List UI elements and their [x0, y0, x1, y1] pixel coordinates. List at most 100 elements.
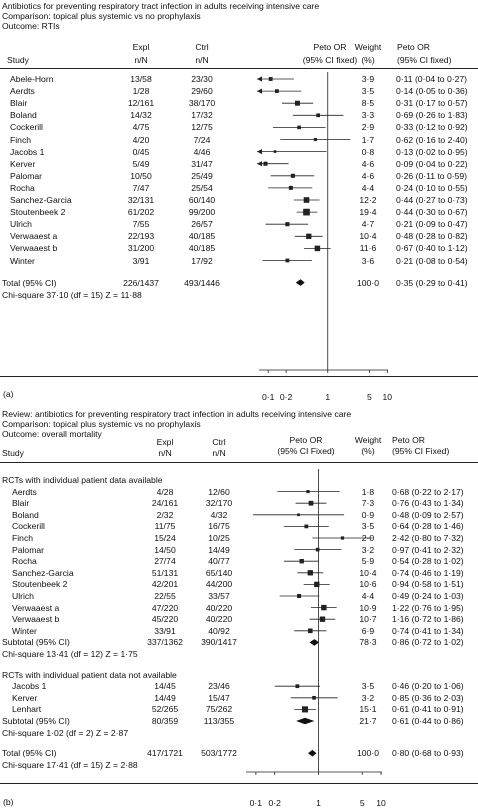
or-ci-text: 0·35 (0·29 to 0·41) — [396, 277, 468, 288]
subgroup-heading: RCTs with individual patient data availa… — [2, 475, 163, 485]
ctrl-count: 33/57 — [208, 591, 230, 601]
x-tick-label: 0·1 — [261, 392, 275, 402]
point-estimate-square — [295, 684, 300, 689]
weight-value: 100·0 — [357, 748, 379, 759]
x-tick-label: 10 — [376, 798, 386, 808]
study-name: Palomar — [10, 170, 42, 181]
column-header-weight: Weight — [354, 42, 382, 52]
weight-value: 0·9 — [361, 509, 375, 520]
ctrl-count: 40/185 — [188, 243, 216, 254]
expl-count: 27/74 — [154, 556, 176, 567]
or-ci-text: 0·74 (0·46 to 1·19) — [392, 567, 464, 578]
study-name: Blair — [12, 498, 30, 509]
weight-value: 4·6 — [361, 170, 375, 181]
or-ci-text: 1·16 (0·72 to 1·86) — [392, 614, 464, 625]
ctrl-count: 10/25 — [208, 533, 230, 543]
column-header-plot: Peto OR — [289, 435, 323, 445]
study-name: Verwaaest a — [10, 231, 58, 242]
column-header-study: Study — [7, 55, 29, 65]
pooled-estimate-diamond — [307, 749, 317, 757]
point-estimate-square — [319, 616, 326, 622]
point-estimate-square — [315, 547, 320, 552]
ctrl-count: 7/24 — [193, 134, 211, 145]
expl-count: 80/359 — [151, 716, 179, 726]
ci-truncation-arrow — [257, 161, 262, 167]
weight-value: 1·8 — [361, 486, 375, 497]
study-name: Kerver — [10, 158, 36, 169]
point-estimate-square — [285, 222, 290, 227]
or-ci-text: 1·22 (0·76 to 1·95) — [392, 602, 464, 613]
or-ci-text: 0·85 (0·36 to 2·03) — [392, 692, 464, 703]
ctrl-count: 12/75 — [191, 122, 213, 133]
study-name: Stoutenbeek 2 — [10, 207, 66, 218]
weight-value: 78·3 — [359, 637, 377, 648]
point-estimate-square — [275, 89, 279, 93]
ctrl-count: 23/46 — [208, 681, 230, 692]
comparison-label: Comparison: topical plus systemic vs no … — [2, 11, 201, 21]
ctrl-count: 25/49 — [191, 170, 213, 181]
review-title: Antibiotics for preventing respiratory t… — [2, 1, 320, 11]
footer-rule — [0, 783, 478, 784]
point-estimate-square — [308, 500, 314, 506]
or-ci-text: 0·13 (0·02 to 0·95) — [396, 146, 468, 157]
expl-count: 42/201 — [151, 579, 179, 590]
ctrl-count: 29/60 — [191, 86, 213, 97]
point-estimate-square — [273, 150, 277, 153]
weight-value: 2·9 — [361, 122, 375, 133]
subgroup-heading: RCTs with individual patient data not av… — [2, 669, 177, 680]
point-estimate-square — [306, 490, 310, 494]
column-header-weight-unit: (%) — [361, 446, 375, 456]
expl-count: 14/32 — [130, 110, 152, 121]
point-estimate-square — [306, 233, 312, 239]
expl-count: 31/200 — [127, 243, 155, 254]
ctrl-count: 17/92 — [191, 255, 213, 266]
weight-value: 6·9 — [361, 625, 375, 636]
expl-count: 61/202 — [127, 207, 155, 218]
or-ci-text: 0·86 (0·72 to 1·02) — [392, 637, 464, 648]
ctrl-count: 60/140 — [188, 195, 216, 205]
column-header-or-ci: (95% CI fixed) — [397, 55, 452, 65]
ctrl-count: 26/57 — [191, 219, 213, 230]
or-ci-text: 0·48 (0·09 to 2·57) — [392, 509, 464, 520]
ctrl-count: 75/262 — [205, 704, 233, 715]
ctrl-count: 390/1417 — [201, 637, 237, 648]
expl-count: 15/24 — [154, 533, 176, 543]
point-estimate-square — [304, 524, 309, 529]
or-ci-text: 0·69 (0·26 to 1·83) — [396, 110, 468, 121]
weight-value: 3·5 — [361, 521, 375, 532]
weight-value: 12·2 — [359, 195, 377, 205]
point-estimate-square — [268, 77, 273, 81]
expl-count: 14/50 — [154, 544, 176, 555]
ctrl-count: 4/46 — [193, 146, 211, 157]
ctrl-count: 65/140 — [205, 567, 233, 578]
ctrl-count: 113/355 — [203, 716, 235, 726]
study-name: Rocha — [10, 182, 35, 193]
x-tick-label: 1 — [325, 392, 331, 402]
x-tick-label: 0·2 — [268, 798, 281, 808]
column-header-plot-ci: (95% CI Fixed) — [277, 446, 335, 456]
subtotal-label: Subtotal (95% CI) — [2, 716, 70, 726]
or-ci-text: 0·48 (0·28 to 0·82) — [396, 231, 468, 242]
or-ci-text: 0·21 (0·08 to 0·54) — [396, 255, 468, 266]
point-estimate-square — [294, 100, 300, 106]
point-estimate-square — [340, 536, 345, 540]
total-label: Total (95% CI) — [2, 277, 57, 288]
point-estimate-square — [290, 173, 295, 178]
pooled-estimate-diamond — [296, 717, 315, 725]
column-header-weight: Weight — [354, 435, 382, 445]
weight-value: 21·7 — [359, 716, 377, 726]
or-ci-text: 0·44 (0·27 to 0·73) — [396, 195, 468, 205]
weight-value: 0·8 — [361, 146, 375, 157]
weight-value: 11·6 — [359, 243, 377, 254]
or-ci-text: 0·44 (0·30 to 0·67) — [396, 207, 468, 218]
footer-rule — [0, 376, 478, 377]
column-header-weight-unit: (%) — [361, 55, 375, 65]
study-name: Aerdts — [10, 86, 35, 97]
weight-value: 10·6 — [359, 579, 377, 590]
study-name: Abele-Horn — [10, 74, 54, 84]
column-header-expl: Expl — [156, 437, 174, 447]
column-header-study: Study — [2, 448, 24, 458]
weight-value: 19·4 — [359, 207, 377, 218]
x-tick-label: 1 — [316, 798, 321, 808]
